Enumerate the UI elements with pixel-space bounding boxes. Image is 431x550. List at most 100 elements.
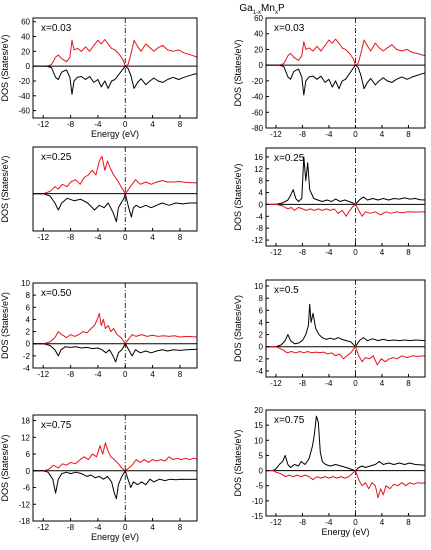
spin-down-dos-line bbox=[33, 65, 197, 95]
spin-up-dos-line bbox=[33, 155, 197, 195]
x-tick-label: -8 bbox=[299, 130, 307, 139]
x-tick-label: 8 bbox=[178, 370, 183, 379]
x-tick-label: 0 bbox=[123, 370, 128, 379]
x-axis-label: Energy (eV) bbox=[321, 527, 369, 537]
x-tick-label: -12 bbox=[37, 233, 49, 242]
y-axis-label: DOS (States/eV) bbox=[0, 434, 10, 501]
x-axis-label: Energy (eV) bbox=[91, 532, 139, 542]
y-tick-label: 8 bbox=[26, 291, 31, 300]
y-tick-label: -4 bbox=[23, 364, 31, 373]
y-tick-label: 18 bbox=[21, 417, 30, 426]
dos-panel-5: -12 -8 -4 0 4 8 -4 -2 0 2 4 6 8 10 x=0.50 DOS (States/e… bbox=[0, 279, 198, 379]
y-tick-label: 10 bbox=[21, 279, 30, 288]
y-tick-label: 60 bbox=[21, 18, 30, 27]
title-mid: Mn bbox=[261, 3, 275, 14]
plot-frame bbox=[32, 282, 198, 369]
x-tick-label: -12 bbox=[270, 130, 282, 139]
y-tick-label: -5 bbox=[256, 482, 264, 491]
spin-up-dos-line bbox=[266, 203, 425, 217]
x-tick-label: 0 bbox=[353, 379, 358, 388]
x-tick-label: 8 bbox=[406, 518, 411, 527]
x-tick-label: 8 bbox=[178, 233, 183, 242]
y-tick-label: -60 bbox=[251, 108, 263, 117]
y-tick-label: -10 bbox=[251, 497, 263, 506]
x-tick-label: -12 bbox=[37, 370, 49, 379]
y-tick-label: 5 bbox=[259, 451, 264, 460]
x-tick-label: -8 bbox=[67, 523, 75, 532]
y-axis-label: DOS (States/eV) bbox=[233, 163, 243, 230]
y-tick-label: 60 bbox=[254, 14, 263, 23]
x-tick-label: 0 bbox=[123, 120, 128, 129]
y-tick-label: 0 bbox=[259, 343, 264, 352]
x-tick-label: 4 bbox=[380, 379, 385, 388]
dos-panel-7: -12 -8 -4 0 4 8 -18 -12 -6 0 6 12 18 x=0.75 Energy (eV… bbox=[0, 414, 198, 542]
plot-frame bbox=[265, 17, 426, 129]
x-tick-label: 0 bbox=[123, 523, 128, 532]
plot-frame bbox=[265, 279, 426, 378]
panel-label: x=0.50 bbox=[41, 288, 72, 299]
y-tick-label: 16 bbox=[254, 153, 263, 162]
y-tick-label: 15 bbox=[254, 421, 263, 430]
x-tick-label: -8 bbox=[67, 120, 75, 129]
panel-label: x=0.03 bbox=[41, 23, 72, 34]
x-tick-label: 4 bbox=[150, 120, 155, 129]
spin-up-dos-line bbox=[266, 346, 425, 366]
dos-panel-3: -12 -8 -4 0 4 8 x=0.25 DOS (States/eV) bbox=[0, 146, 198, 242]
x-tick-label: -8 bbox=[299, 248, 307, 257]
x-tick-label: -8 bbox=[299, 379, 307, 388]
y-axis-label: DOS (States/eV) bbox=[233, 295, 243, 362]
y-tick-label: 4 bbox=[259, 318, 264, 327]
y-axis-label: DOS (States/eV) bbox=[0, 155, 10, 222]
y-tick-label: 0 bbox=[26, 467, 31, 476]
y-tick-label: 10 bbox=[254, 282, 263, 291]
y-tick-label: 2 bbox=[259, 331, 264, 340]
y-tick-label: -12 bbox=[251, 236, 263, 245]
y-tick-label: -80 bbox=[251, 124, 263, 133]
x-tick-label: -4 bbox=[325, 248, 333, 257]
x-tick-label: -4 bbox=[325, 379, 333, 388]
plot-frame bbox=[265, 409, 426, 517]
y-tick-label: -60 bbox=[18, 107, 30, 116]
y-tick-label: 20 bbox=[254, 45, 263, 54]
spin-up-dos-line bbox=[33, 442, 197, 472]
x-tick-label: 0 bbox=[353, 518, 358, 527]
x-tick-label: -12 bbox=[37, 523, 49, 532]
y-tick-label: 12 bbox=[254, 165, 263, 174]
spin-down-dos-line bbox=[33, 470, 197, 500]
dos-panel-6: -12 -8 -4 0 4 8 -4 -2 0 2 4 6 8 10 x=0.5 DOS (States/eV… bbox=[233, 279, 426, 388]
x-tick-label: -4 bbox=[94, 523, 102, 532]
y-tick-label: 20 bbox=[21, 47, 30, 56]
y-tick-label: 10 bbox=[254, 436, 263, 445]
y-tick-label: -6 bbox=[23, 484, 31, 493]
y-tick-label: -18 bbox=[18, 517, 30, 526]
y-axis-label: DOS (States/eV) bbox=[233, 429, 243, 496]
x-tick-label: 0 bbox=[353, 248, 358, 257]
y-tick-label: 6 bbox=[26, 303, 31, 312]
panel-label: x=0.5 bbox=[274, 285, 299, 296]
y-tick-label: -4 bbox=[256, 212, 264, 221]
x-tick-label: -8 bbox=[67, 370, 75, 379]
panel-label: x=0.25 bbox=[274, 153, 305, 164]
spin-down-dos-line bbox=[266, 156, 425, 205]
y-tick-label: 4 bbox=[259, 189, 264, 198]
dos-panel-8: -12 -8 -4 0 4 8 -15 -10 -5 0 5 10 15 20 x=0.75 Energy (… bbox=[233, 406, 426, 537]
panel-label: x=0.03 bbox=[274, 23, 305, 34]
panel-label: x=0.25 bbox=[41, 152, 72, 163]
x-tick-label: 4 bbox=[380, 518, 385, 527]
y-tick-label: -20 bbox=[18, 77, 30, 86]
y-tick-label: -12 bbox=[18, 500, 30, 509]
title-end: P bbox=[278, 3, 285, 14]
x-tick-label: -4 bbox=[94, 120, 102, 129]
x-tick-label: -4 bbox=[325, 518, 333, 527]
x-tick-label: 4 bbox=[150, 370, 155, 379]
y-tick-label: 4 bbox=[26, 315, 31, 324]
x-tick-label: -12 bbox=[270, 518, 282, 527]
x-tick-label: 4 bbox=[380, 130, 385, 139]
spin-down-dos-line bbox=[33, 193, 197, 223]
spin-down-dos-line bbox=[33, 343, 197, 363]
x-tick-label: -8 bbox=[299, 518, 307, 527]
title-sub2: x bbox=[275, 10, 278, 16]
